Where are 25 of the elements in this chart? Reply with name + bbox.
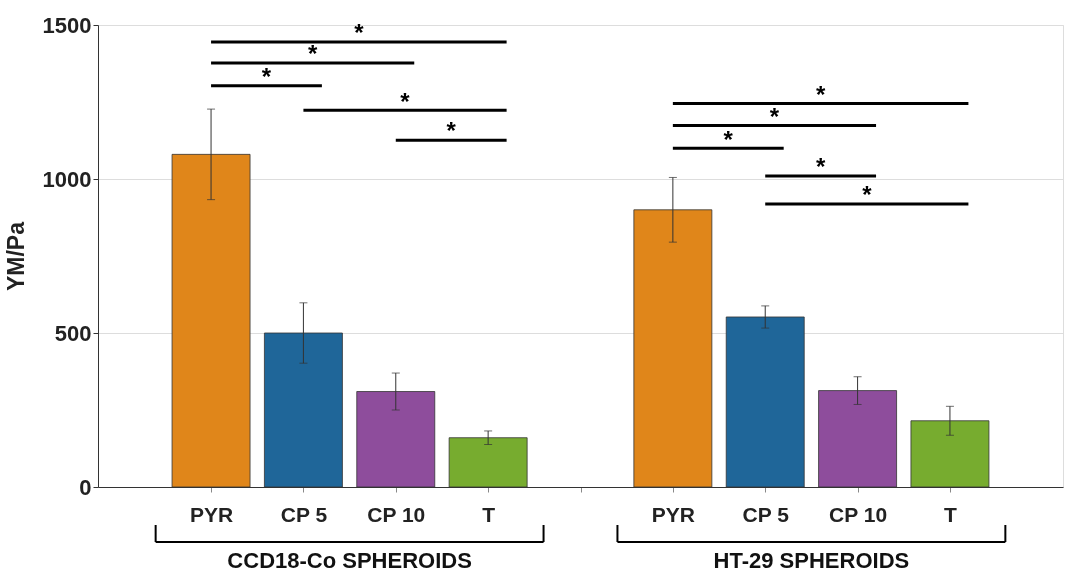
y-tick-label: 1500 [42, 12, 92, 38]
annotation: * [723, 125, 734, 153]
annotation: * [769, 102, 780, 130]
x-tick-label: T [482, 502, 496, 526]
x-tick-label: CP 10 [367, 502, 426, 526]
annotation: * [862, 181, 873, 209]
annotation: * [307, 40, 318, 68]
x-tick-label: CP 10 [829, 502, 888, 526]
text: HT-29 SPHEROIDS [713, 548, 910, 570]
annotation: * [354, 19, 365, 47]
annotation: * [400, 87, 411, 115]
annotation: * [815, 80, 826, 108]
text: CCD18-Co SPHEROIDS [227, 548, 472, 570]
y-tick-label: 0 [79, 474, 92, 500]
x-tick-label: T [944, 502, 958, 526]
x-tick-label: PYR [651, 502, 695, 526]
annotation: * [261, 62, 272, 90]
x-tick-label: CP 5 [742, 502, 790, 526]
y-tick-label: 500 [54, 320, 92, 346]
annotation: * [815, 153, 826, 181]
x-tick-label: CP 5 [280, 502, 328, 526]
y-tick-label: 1000 [42, 166, 92, 192]
x-tick-label: PYR [189, 502, 234, 526]
y-axis-title: YM/Pa [2, 221, 29, 292]
annotation: * [446, 117, 457, 145]
